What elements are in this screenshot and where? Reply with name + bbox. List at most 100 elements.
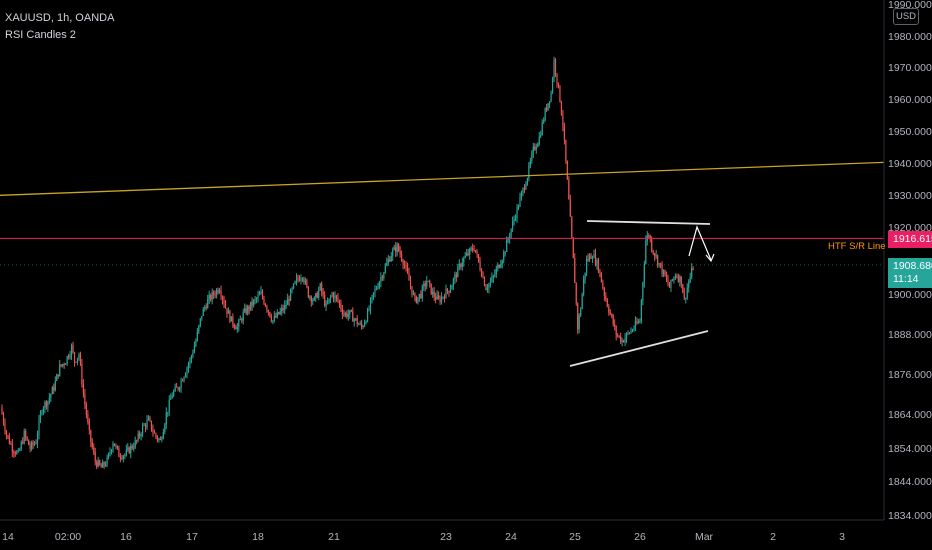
price-axis[interactable]: 1990.000 1980.000 1970.000 1960.000 1950.000… bbox=[888, 0, 932, 522]
candle-body bbox=[171, 395, 173, 399]
candle-body bbox=[562, 114, 564, 127]
candle-body bbox=[50, 394, 52, 398]
price-axis-label: 1834.000 bbox=[888, 510, 932, 522]
candle-body bbox=[241, 319, 243, 321]
candle-body bbox=[39, 413, 42, 421]
candle-body bbox=[406, 266, 409, 273]
candle-body bbox=[383, 272, 385, 279]
candle-body bbox=[33, 443, 36, 445]
candle-body bbox=[99, 460, 101, 465]
price-axis-label: 1970.000 bbox=[888, 62, 932, 74]
candle-body bbox=[466, 253, 468, 256]
candle-body bbox=[568, 179, 570, 200]
candle-body bbox=[664, 270, 666, 277]
candle-body bbox=[691, 268, 693, 278]
price-axis-label: 1930.000 bbox=[888, 190, 932, 202]
currency-badge[interactable]: USD bbox=[893, 8, 919, 25]
candle-body bbox=[75, 361, 77, 363]
indicator-label[interactable]: RSI Candles 2 bbox=[5, 29, 76, 41]
candle-body bbox=[340, 303, 342, 310]
candle-body bbox=[614, 324, 616, 327]
candle-body bbox=[517, 206, 520, 208]
candle-body bbox=[255, 298, 258, 300]
candle-body bbox=[449, 289, 452, 293]
candle-body bbox=[600, 272, 602, 283]
candle-body bbox=[13, 451, 15, 453]
candle-body bbox=[78, 354, 80, 358]
candle-body bbox=[480, 269, 483, 277]
candle-body bbox=[285, 304, 287, 306]
triangle-top-line[interactable] bbox=[586, 220, 711, 225]
candle-body bbox=[244, 308, 246, 312]
projection-path[interactable] bbox=[688, 225, 712, 261]
candle-body bbox=[264, 303, 267, 307]
candle-body bbox=[281, 308, 283, 312]
candle-body bbox=[57, 374, 59, 376]
price-axis-label: 1854.000 bbox=[888, 443, 932, 455]
candle-body bbox=[32, 442, 34, 445]
candle-body bbox=[331, 293, 333, 297]
candle-body bbox=[523, 188, 526, 190]
long-trend-line[interactable] bbox=[0, 161, 885, 196]
candle-body bbox=[177, 387, 179, 390]
candle-body bbox=[42, 408, 45, 412]
symbol-title[interactable]: XAUUSD, 1h, OANDA bbox=[5, 12, 115, 24]
candle-body bbox=[531, 153, 533, 161]
candle-body bbox=[105, 465, 107, 467]
candle-body bbox=[155, 433, 157, 437]
candle-body bbox=[654, 253, 656, 257]
candle-body bbox=[547, 103, 549, 110]
candle-body bbox=[651, 239, 653, 251]
candle-body bbox=[483, 277, 486, 286]
candle-body bbox=[605, 295, 607, 300]
candle-body bbox=[470, 248, 472, 250]
candle-body bbox=[100, 464, 102, 468]
time-axis[interactable]: 14 02:00 16 17 18 21 23 24 25 26 Mar 2 3 bbox=[2, 531, 845, 543]
candle-body bbox=[665, 276, 668, 279]
candle-body bbox=[500, 264, 502, 268]
candle-body bbox=[529, 160, 531, 166]
candle-body bbox=[432, 291, 434, 295]
candle-body bbox=[140, 434, 142, 436]
candle-body bbox=[136, 440, 138, 442]
candle-body bbox=[25, 431, 27, 437]
candle-body bbox=[544, 108, 546, 121]
candle-body bbox=[65, 363, 67, 365]
candle-body bbox=[263, 297, 265, 304]
candle-body bbox=[475, 250, 477, 253]
candle-body bbox=[680, 276, 682, 285]
candle-body bbox=[205, 307, 207, 309]
candle-body bbox=[677, 277, 679, 282]
candle-body bbox=[688, 282, 690, 288]
time-axis-label: 14 bbox=[2, 531, 14, 543]
candle-body bbox=[121, 457, 123, 459]
candle-body bbox=[349, 310, 351, 315]
candle-body bbox=[167, 411, 169, 413]
candle-body bbox=[454, 274, 456, 280]
candle-body bbox=[346, 312, 348, 317]
candle-body bbox=[520, 192, 523, 198]
candle-body bbox=[438, 295, 440, 299]
candle-body bbox=[551, 78, 554, 93]
candle-body bbox=[457, 266, 459, 278]
triangle-bottom-line[interactable] bbox=[569, 330, 709, 367]
candle-body bbox=[230, 316, 232, 322]
candle-body bbox=[16, 451, 18, 454]
candle-body bbox=[618, 335, 620, 337]
candle-body bbox=[395, 247, 397, 253]
candle-body bbox=[113, 443, 116, 447]
candle-body bbox=[686, 287, 688, 298]
time-axis-label: 23 bbox=[440, 531, 452, 543]
candle-body bbox=[260, 291, 262, 295]
chart-legend: XAUUSD, 1h, OANDA RSI Candles 2 bbox=[5, 10, 114, 44]
candle-body bbox=[56, 374, 58, 381]
candle-body bbox=[223, 299, 225, 305]
candle-body bbox=[102, 462, 104, 468]
candle-body bbox=[122, 455, 124, 459]
candle-body bbox=[359, 323, 361, 325]
candle-body bbox=[254, 298, 256, 301]
candle-body bbox=[660, 263, 662, 265]
candle-body bbox=[328, 298, 330, 303]
candle-body bbox=[494, 274, 496, 276]
